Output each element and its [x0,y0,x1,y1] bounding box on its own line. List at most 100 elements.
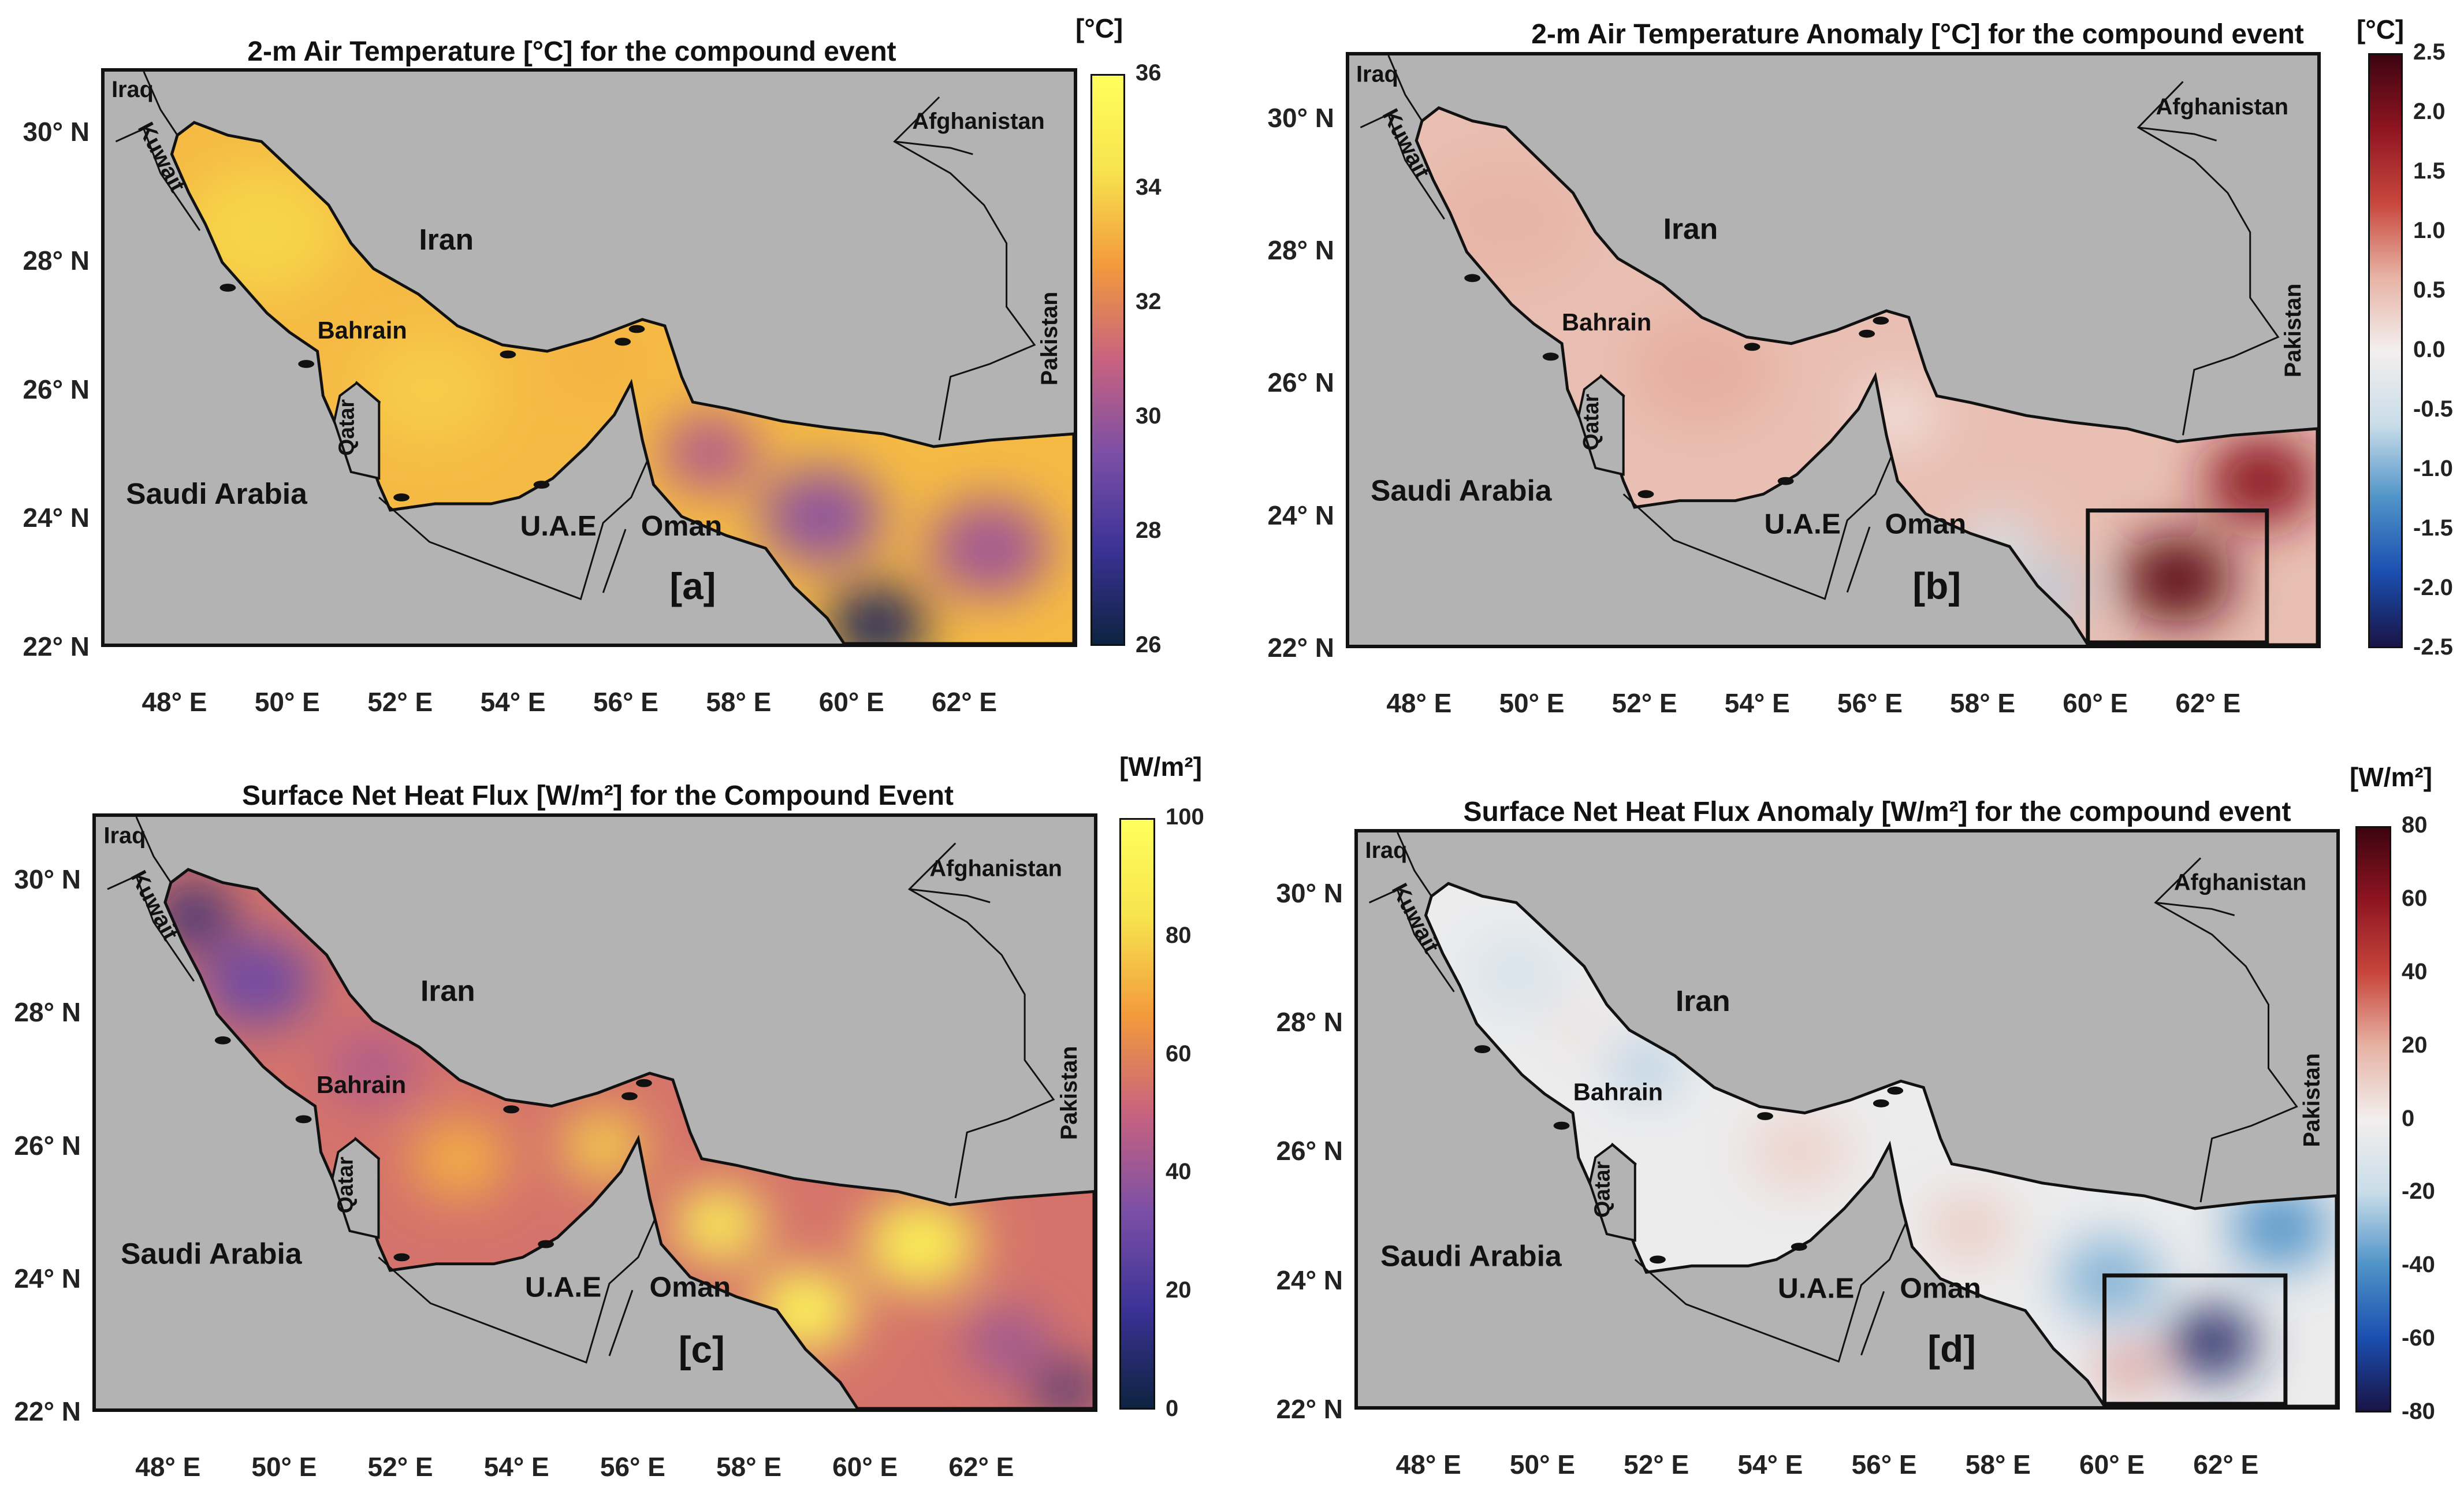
colorbar-tick-label: 30 [1136,403,1162,429]
lon-tick-label: 50° E [254,687,320,717]
sea-field [172,122,1074,644]
lon-tick-label: 52° E [1611,688,1677,718]
colorbar-tick-label: 0.5 [2413,277,2446,303]
lat-tick-label: 30° N [23,117,90,147]
country-label-bahrain: Bahrain [1562,308,1651,336]
country-label-qatar: Qatar [334,399,359,456]
colorbar-tick-label: 2.0 [2413,99,2446,124]
colorbar-tick-label: -0.5 [2413,396,2453,422]
coastline [170,121,1074,644]
island [1474,1045,1491,1054]
island [1637,490,1654,499]
country-label-pakistan: Pakistan [2280,284,2306,378]
country-label-bahrain: Bahrain [317,1071,406,1098]
highlight-box [2086,508,2269,645]
lat-tick-label: 28° N [1276,1007,1343,1037]
lat-tick-label: 28° N [23,246,90,276]
lon-tick-label: 62° E [932,687,997,717]
lon-tick-label: 58° E [706,687,772,717]
country-label-afghanistan: Afghanistan [2156,94,2288,120]
map-frame[interactable]: Iraq Kuwait Iran Afghanistan Pakistan Bahrain… [92,813,1097,1412]
colorbar-tick-label: 1.5 [2413,158,2446,184]
panel-label: [c] [679,1328,725,1370]
lon-tick-label: 56° E [600,1452,665,1482]
island [1464,274,1481,282]
lon-tick-label: 48° E [1386,688,1452,718]
colorbar-tick-label: -1.5 [2413,515,2453,541]
qatar-peninsula [1577,374,1625,476]
country-border [907,842,1055,1199]
country-label-saudi: Saudi Arabia [1380,1239,1562,1272]
island [1873,1099,1889,1107]
lat-tick-label: 24° N [1276,1265,1343,1295]
country-border [893,96,1036,441]
country-border [1860,1291,1885,1356]
island [615,337,631,346]
country-label-uae: U.A.E [1778,1273,1854,1304]
country-label-oman: Oman [1900,1273,1981,1304]
country-border [1397,832,1432,897]
lat-tick-label: 28° N [1267,235,1334,265]
colorbar-tick-label: -80 [2402,1399,2435,1424]
island [503,1105,520,1114]
lon-tick-label: 54° E [1724,688,1790,718]
country-label-saudi: Saudi Arabia [121,1237,302,1270]
lon-tick-label: 58° E [1950,688,2016,718]
island [298,360,315,368]
lat-tick-label: 30° N [1267,102,1334,133]
lon-tick-label: 60° E [2063,688,2128,718]
country-border [602,529,627,593]
lon-tick-label: 54° E [480,687,546,717]
lon-tick-label: 50° E [1509,1449,1575,1480]
panel-label: [d] [1927,1328,1976,1370]
colorbar-tick-label: 60 [1166,1040,1192,1066]
colorbar [1090,74,1125,646]
island [1744,343,1760,351]
island [1553,1121,1570,1130]
country-border [909,888,991,904]
country-border [1846,526,1871,593]
colorbar-tick-label: 26 [1136,632,1162,657]
island [1887,1086,1904,1095]
lon-tick-label: 52° E [367,687,433,717]
country-label-iraq: Iraq [104,823,146,849]
country-border [107,875,195,982]
map-frame[interactable]: Iraq Kuwait Iran Afghanistan Pakistan Bahrain… [1354,829,2340,1410]
country-border [608,1289,634,1356]
colorbar-tick-label: 20 [1166,1277,1192,1303]
lon-tick-label: 56° E [1837,688,1903,718]
island [1791,1243,1807,1251]
country-label-saudi: Saudi Arabia [126,477,307,510]
lat-tick-label: 22° N [23,631,90,661]
country-border [135,817,172,883]
country-border [115,127,201,231]
lat-tick-label: 24° N [1267,500,1334,530]
map-frame[interactable]: Iraq Kuwait Iran Afghanistan Pakistan Bahrain… [1346,52,2321,648]
island [628,325,645,333]
island [621,1092,638,1101]
country-label-iran: Iran [419,222,474,256]
lat-tick-label: 24° N [23,503,90,533]
colorbar-tick-label: 1.0 [2413,218,2446,243]
colorbar-tick-label: -20 [2402,1179,2435,1205]
map-frame[interactable]: Iraq Kuwait Iran Afghanistan Pakistan Bahrain… [101,68,1077,647]
lon-tick-label: 62° E [948,1452,1014,1482]
country-border [378,459,649,600]
lat-tick-label: 22° N [14,1396,81,1426]
island [1859,329,1875,338]
colorbar-tick-label: -2.5 [2413,634,2453,660]
country-border [1368,889,1455,993]
country-label-uae: U.A.E [520,510,596,542]
country-label-saudi: Saudi Arabia [1371,474,1552,507]
island [393,1253,410,1262]
country-label-bahrain: Bahrain [318,317,407,344]
colorbar-tick-label: 40 [2402,958,2428,984]
coastline [1424,882,2336,1406]
country-label-oman: Oman [1885,508,1967,540]
island [214,1036,231,1044]
lon-tick-label: 50° E [251,1452,317,1482]
colorbar-tick-label: 0 [1166,1396,1179,1421]
country-label-iraq: Iraq [111,77,154,102]
country-label-qatar: Qatar [1590,1161,1614,1217]
coastline [163,868,1094,1408]
